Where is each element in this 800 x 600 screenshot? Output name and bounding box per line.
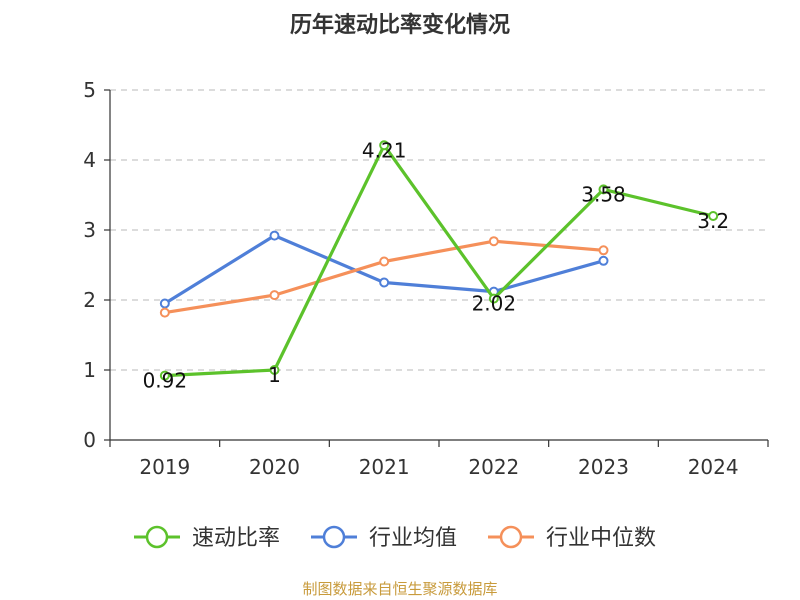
series-point xyxy=(269,230,280,241)
y-tick-label: 2 xyxy=(83,288,96,312)
series-point xyxy=(598,245,609,256)
series-lines xyxy=(159,140,719,381)
series-point xyxy=(269,365,280,375)
series-point xyxy=(269,290,280,301)
x-tick-label: 2019 xyxy=(139,455,190,479)
legend-marker xyxy=(499,525,523,549)
source-note: 制图数据来自恒生聚源数据库 xyxy=(302,580,497,598)
series-point xyxy=(598,255,609,266)
legend-item-0[interactable]: 速动比率 xyxy=(134,525,280,551)
legend-label: 行业中位数 xyxy=(546,526,656,551)
y-tick-label: 3 xyxy=(83,218,96,242)
axes: 0 1 2 3 4 5 2019 2020 2021 2022 2023 2024 xyxy=(83,78,769,479)
legend[interactable]: 速动比率 行业均值 行业中位数 xyxy=(134,525,656,551)
series-point xyxy=(488,293,499,304)
data-label: 3.2 xyxy=(697,209,729,233)
series-point xyxy=(708,211,719,221)
legend-marker xyxy=(145,525,169,549)
legend-item-1[interactable]: 行业均值 xyxy=(311,525,457,551)
data-label: 4.21 xyxy=(362,138,407,162)
x-tick-label: 2024 xyxy=(688,455,739,479)
legend-label: 速动比率 xyxy=(192,526,280,551)
series-point xyxy=(488,236,499,247)
series-point xyxy=(159,307,170,318)
data-label: 3.58 xyxy=(581,182,626,206)
x-tick-label: 2021 xyxy=(359,455,410,479)
y-tick-label: 5 xyxy=(83,78,96,102)
series-point xyxy=(379,277,390,288)
series-point xyxy=(598,184,609,195)
data-label: 2.02 xyxy=(472,292,517,316)
series-line-2 xyxy=(164,239,604,315)
legend-label: 行业均值 xyxy=(369,526,457,551)
data-label: 1 xyxy=(268,363,281,387)
x-tick-label: 2020 xyxy=(249,455,300,479)
x-tick-label: 2022 xyxy=(468,455,519,479)
data-labels: 0.92 1 4.21 2.02 3.58 3.2 xyxy=(143,138,730,392)
series-point xyxy=(379,140,390,151)
y-tick-label: 4 xyxy=(83,148,96,172)
series-line-0 xyxy=(164,143,714,378)
data-label: 0.92 xyxy=(143,369,188,393)
chart-title: 历年速动比率变化情况 xyxy=(290,12,510,38)
legend-item-2[interactable]: 行业中位数 xyxy=(488,525,656,551)
series-point xyxy=(159,298,170,309)
y-tick-label: 1 xyxy=(83,358,96,382)
grid-lines xyxy=(110,89,768,371)
series-point xyxy=(159,370,170,381)
y-tick-label: 0 xyxy=(83,428,96,452)
series-point xyxy=(379,256,390,267)
x-tick-label: 2023 xyxy=(578,455,629,479)
legend-marker xyxy=(322,525,346,549)
